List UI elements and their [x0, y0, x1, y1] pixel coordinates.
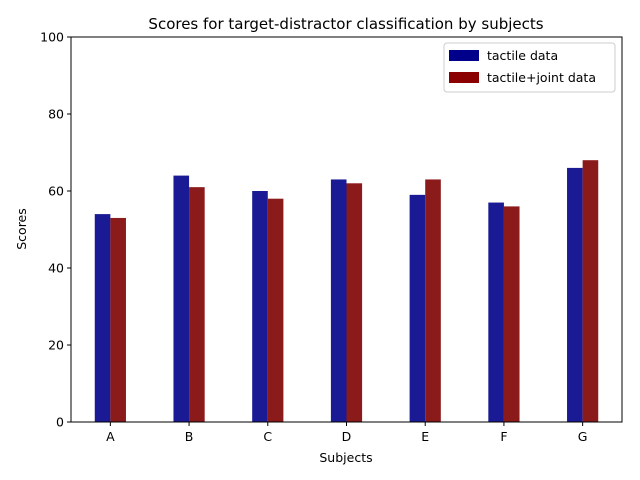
bars-group [94, 160, 599, 422]
bar-tactile-joint-data-g [582, 160, 599, 422]
x-tick-label-c: C [263, 429, 272, 444]
y-tick-label-0: 0 [56, 415, 64, 430]
x-tick-label-f: F [500, 429, 507, 444]
bar-tactile-joint-data-a [110, 217, 126, 422]
bar-tactile-data-g [567, 167, 583, 422]
y-tick-label-40: 40 [48, 261, 64, 276]
x-tick-label-d: D [342, 429, 352, 444]
bar-tactile-data-a [94, 214, 111, 422]
bar-tactile-joint-data-b [189, 187, 205, 422]
x-tick-label-e: E [421, 429, 429, 444]
y-axis-label: Scores [14, 208, 29, 250]
bar-tactile-joint-data-c [267, 198, 284, 422]
bar-tactile-data-d [330, 179, 347, 422]
x-tick-label-g: G [578, 429, 588, 444]
legend-label-0: tactile data [487, 48, 558, 63]
bar-tactile-data-c [252, 191, 268, 422]
bar-tactile-joint-data-d [346, 183, 363, 422]
axes-group: 0 20 40 60 80 100 A B C D E F G [40, 30, 623, 444]
legend-label-1: tactile+joint data [487, 70, 596, 85]
bar-tactile-data-f [488, 202, 504, 422]
legend: tactile data tactile+joint data [443, 42, 616, 93]
legend-box [443, 42, 616, 93]
bar-tactile-data-b [173, 175, 190, 422]
x-tick-label-b: B [185, 429, 194, 444]
legend-swatch-1 [449, 72, 479, 83]
y-tick-label-80: 80 [48, 107, 64, 122]
x-axis-label: Subjects [319, 450, 372, 465]
bar-tactile-joint-data-f [503, 206, 520, 422]
x-tick-label-a: A [106, 429, 115, 444]
legend-swatch-0 [449, 50, 479, 61]
y-tick-label-100: 100 [40, 30, 64, 45]
bar-tactile-data-e [409, 194, 426, 422]
y-tick-label-60: 60 [48, 184, 64, 199]
bar-tactile-joint-data-e [425, 179, 441, 422]
chart-title: Scores for target-distractor classificat… [148, 15, 543, 33]
y-tick-label-20: 20 [48, 338, 64, 353]
